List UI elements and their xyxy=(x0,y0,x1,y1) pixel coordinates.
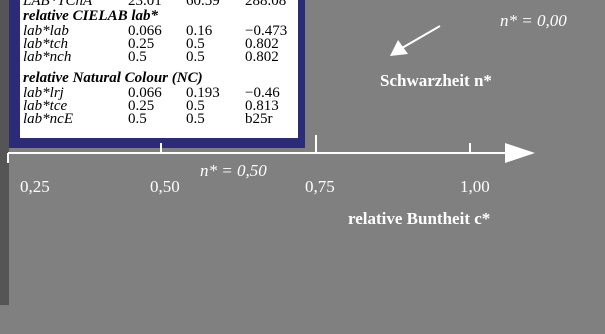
annotation: Schwarzheit n* xyxy=(380,71,492,90)
cell: 0.16 xyxy=(186,23,213,39)
row-label: lab*tch xyxy=(23,36,68,52)
tick-label: 0,25 xyxy=(20,177,50,196)
cell: 0.193 xyxy=(186,85,220,101)
axis-label: relative Buntheit c* xyxy=(348,209,490,228)
cell: 23.01 xyxy=(128,0,162,9)
cell: 0.25 xyxy=(128,98,154,114)
cell: 0.802 xyxy=(245,36,279,52)
annotation: n* = 0,50 xyxy=(200,161,267,180)
axis-arrow xyxy=(505,143,535,163)
table: LAB*TChA 23.01 60.59 288.08 relative CIELAB … xyxy=(22,0,287,127)
cell: 0.5 xyxy=(186,36,205,52)
arrow-line xyxy=(401,25,441,49)
cell: 0.066 xyxy=(128,85,162,101)
tick-label: 0,50 xyxy=(150,177,180,196)
cell: 0.5 xyxy=(186,49,205,65)
cell: −0.46 xyxy=(245,85,280,101)
cell: 60.59 xyxy=(186,0,220,9)
arrow-head xyxy=(390,40,408,56)
row-label: lab*lrj xyxy=(23,85,64,101)
section-heading: relative CIELAB lab* xyxy=(23,8,159,24)
row-label: LAB*TChA xyxy=(22,0,93,9)
left-strip xyxy=(0,0,9,305)
cell: 0.25 xyxy=(128,36,154,52)
annotation: n* = 0,00 xyxy=(500,11,567,30)
cell: 0.5 xyxy=(186,111,205,127)
row-label: lab*ncE xyxy=(23,111,73,127)
cell: 0.813 xyxy=(245,98,279,114)
row-label: lab*lab xyxy=(23,23,69,39)
cell: 0.5 xyxy=(128,111,147,127)
section-heading: relative Natural Colour (NC) xyxy=(23,70,203,86)
cell: −0.473 xyxy=(245,23,287,39)
row-label: lab*tce xyxy=(23,98,67,114)
cell: 0.5 xyxy=(186,98,205,114)
cell: 0.5 xyxy=(128,49,147,65)
cell: 288.08 xyxy=(245,0,286,9)
cell: 0.802 xyxy=(245,49,279,65)
cell: 0.066 xyxy=(128,23,162,39)
tick-label: 1,00 xyxy=(460,177,490,196)
cell: b25r xyxy=(245,111,273,127)
row-label: lab*nch xyxy=(23,49,71,65)
table-box xyxy=(20,0,298,138)
tick-label: 0,75 xyxy=(305,177,335,196)
